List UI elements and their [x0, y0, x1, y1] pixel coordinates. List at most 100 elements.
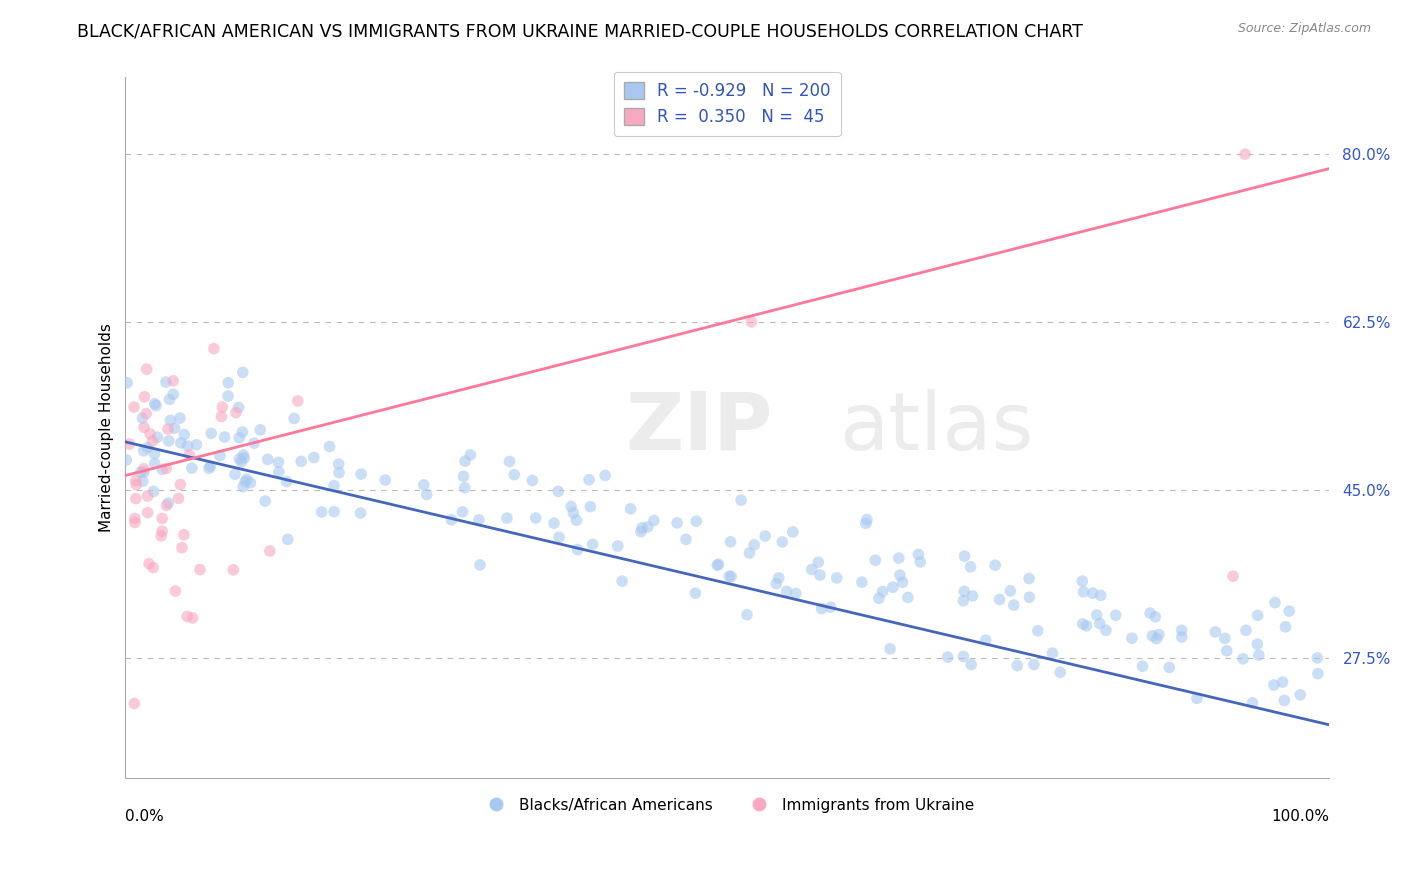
Point — [228, 431, 250, 445]
Point — [239, 475, 262, 490]
Point — [631, 521, 654, 535]
Point — [468, 513, 491, 527]
Point — [125, 474, 148, 488]
Point — [578, 473, 600, 487]
Point — [134, 390, 156, 404]
Point — [115, 453, 138, 467]
Point — [1081, 586, 1104, 600]
Point — [249, 423, 271, 437]
Point — [302, 450, 325, 465]
Point — [738, 546, 761, 560]
Point — [124, 511, 146, 525]
Point — [612, 574, 634, 588]
Point — [1271, 675, 1294, 690]
Point — [232, 365, 254, 379]
Point — [907, 548, 929, 562]
Point — [200, 426, 222, 441]
Point — [962, 589, 984, 603]
Point — [217, 376, 239, 390]
Point — [115, 376, 138, 390]
Point — [1159, 660, 1181, 674]
Point — [169, 477, 191, 491]
Point — [124, 516, 146, 530]
Point — [132, 420, 155, 434]
Point — [159, 413, 181, 427]
Point — [232, 480, 254, 494]
Point — [855, 516, 877, 531]
Point — [1222, 569, 1244, 583]
Point — [879, 641, 901, 656]
Point — [953, 584, 976, 599]
Point — [988, 592, 1011, 607]
Point — [910, 555, 932, 569]
Point — [1204, 624, 1226, 639]
Point — [225, 406, 247, 420]
Y-axis label: Married-couple Households: Married-couple Households — [100, 323, 114, 532]
Point — [706, 558, 728, 573]
Point — [460, 448, 482, 462]
Point — [256, 452, 278, 467]
Point — [155, 375, 177, 389]
Point — [454, 481, 477, 495]
Point — [643, 514, 665, 528]
Point — [1171, 630, 1194, 644]
Point — [1018, 591, 1040, 605]
Point — [960, 657, 983, 672]
Point — [209, 409, 232, 424]
Point — [1132, 659, 1154, 673]
Point — [323, 478, 346, 492]
Point — [231, 425, 253, 439]
Point — [1306, 651, 1329, 665]
Point — [1232, 652, 1254, 666]
Point — [562, 506, 585, 520]
Point — [440, 513, 463, 527]
Point — [1213, 632, 1236, 646]
Point — [953, 549, 976, 563]
Point — [277, 533, 299, 547]
Point — [825, 571, 848, 585]
Point — [276, 475, 298, 489]
Point — [125, 491, 148, 506]
Point — [785, 586, 807, 600]
Point — [222, 563, 245, 577]
Point — [498, 454, 520, 468]
Point — [593, 468, 616, 483]
Point — [143, 397, 166, 411]
Point — [453, 469, 475, 483]
Point — [808, 568, 831, 582]
Point — [254, 494, 277, 508]
Point — [740, 315, 762, 329]
Point — [173, 527, 195, 541]
Point — [318, 440, 340, 454]
Point — [233, 450, 256, 465]
Point — [236, 472, 259, 486]
Point — [1042, 646, 1064, 660]
Point — [157, 496, 180, 510]
Text: 100.0%: 100.0% — [1271, 809, 1329, 824]
Point — [1146, 632, 1168, 646]
Point — [228, 401, 250, 415]
Point — [685, 514, 707, 528]
Point — [582, 537, 605, 551]
Point — [868, 591, 890, 606]
Point — [169, 411, 191, 425]
Point — [159, 392, 181, 407]
Point — [1121, 631, 1143, 645]
Point — [167, 491, 190, 506]
Point — [775, 584, 797, 599]
Point — [974, 633, 997, 648]
Point — [1105, 608, 1128, 623]
Point — [157, 422, 180, 436]
Point — [136, 506, 159, 520]
Point — [124, 697, 146, 711]
Point — [1216, 644, 1239, 658]
Point — [567, 542, 589, 557]
Point — [188, 563, 211, 577]
Point — [176, 439, 198, 453]
Point — [412, 478, 434, 492]
Point — [142, 560, 165, 574]
Point — [865, 553, 887, 567]
Point — [131, 411, 153, 425]
Point — [283, 411, 305, 425]
Point — [135, 362, 157, 376]
